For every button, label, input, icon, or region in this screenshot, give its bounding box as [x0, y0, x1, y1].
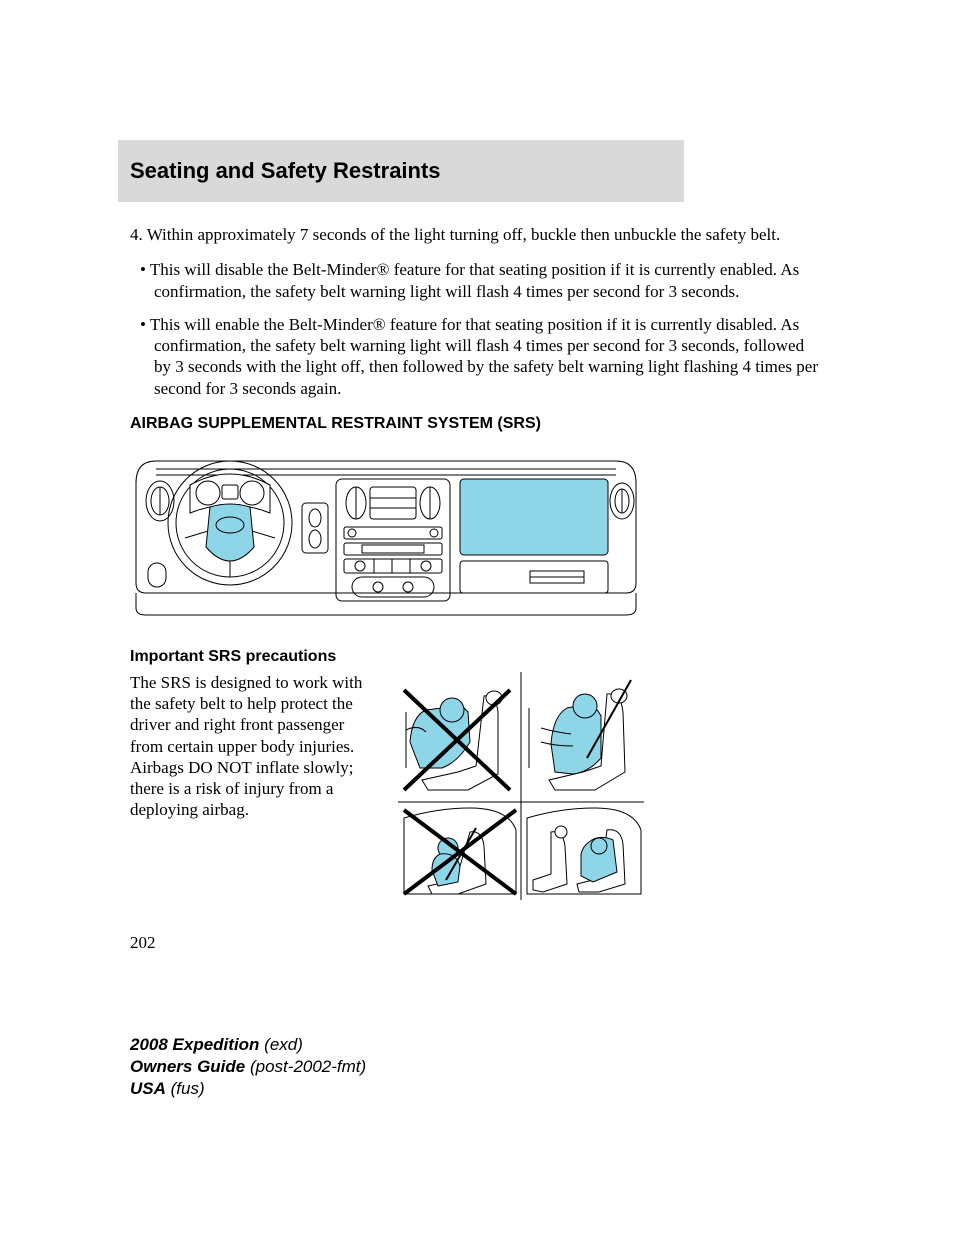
- precautions-heading: Important SRS precautions: [130, 648, 824, 666]
- dashboard-airbag-diagram: [130, 443, 642, 623]
- manual-page: Seating and Safety Restraints 4. Within …: [0, 0, 954, 1013]
- section-title: Seating and Safety Restraints: [130, 158, 684, 184]
- footer-line-1: 2008 Expedition (exd): [130, 1034, 366, 1056]
- footer-line-2: Owners Guide (post-2002-fmt): [130, 1056, 366, 1078]
- footer-block: 2008 Expedition (exd) Owners Guide (post…: [130, 1034, 366, 1100]
- precautions-row: The SRS is designed to work with the saf…: [130, 672, 824, 905]
- bullet-enable: This will enable the Belt-Minder® featur…: [130, 314, 824, 399]
- bullet-disable: This will disable the Belt-Minder® featu…: [130, 259, 824, 302]
- header-band: Seating and Safety Restraints: [118, 140, 684, 202]
- srs-heading: AIRBAG SUPPLEMENTAL RESTRAINT SYSTEM (SR…: [130, 415, 824, 433]
- precautions-body: The SRS is designed to work with the saf…: [130, 672, 380, 821]
- bullet-list: This will disable the Belt-Minder® featu…: [130, 259, 824, 399]
- page-number: 202: [130, 933, 824, 953]
- step-4-text: 4. Within approximately 7 seconds of the…: [130, 224, 824, 245]
- footer-line-3: USA (fus): [130, 1078, 366, 1100]
- seating-position-grid: [398, 672, 644, 900]
